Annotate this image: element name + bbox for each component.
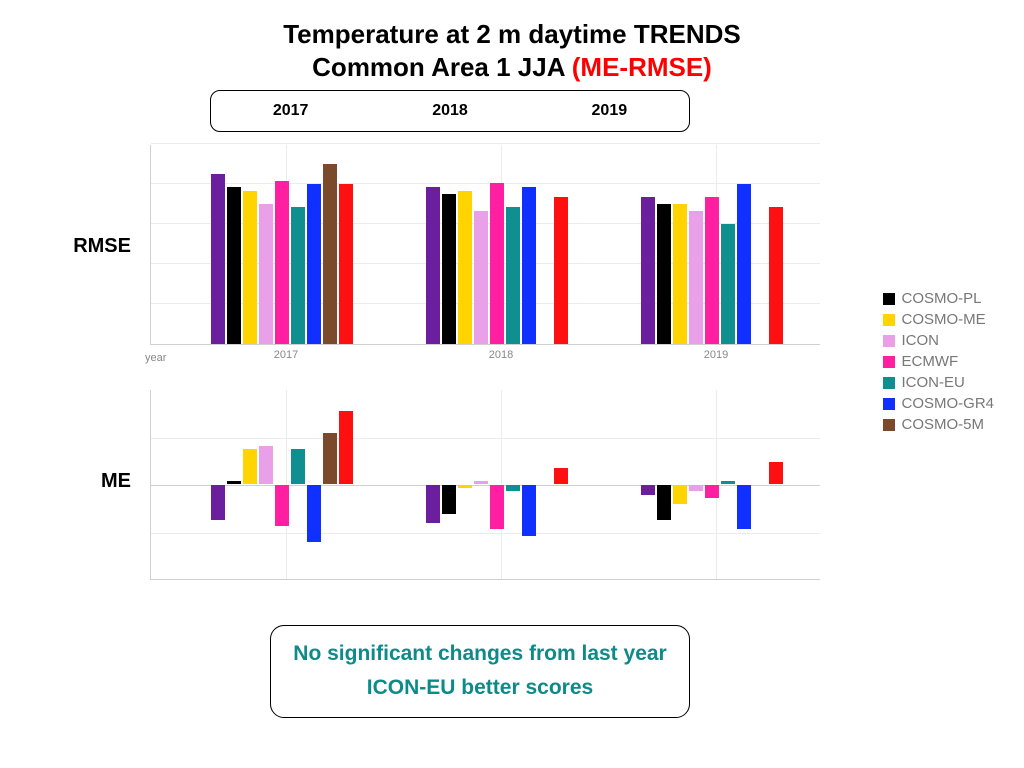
bar-ICON	[259, 446, 273, 484]
legend-item: ICON	[883, 332, 994, 349]
rmse-bar-group	[426, 183, 568, 344]
bar-COSMO-ME	[243, 191, 257, 344]
x-tick-label: 2018	[489, 349, 513, 361]
bar-COSMO-GR4	[522, 187, 536, 344]
legend-item: COSMO-5M	[883, 416, 994, 433]
year-2019: 2019	[592, 102, 628, 120]
bar-ECMWF	[490, 183, 504, 344]
bar-COSMO-5M	[339, 184, 353, 344]
legend-swatch	[883, 398, 895, 410]
bar-ICON-EU	[506, 485, 520, 491]
legend-item: COSMO-ME	[883, 311, 994, 328]
x-tick-label: 2019	[704, 349, 728, 361]
legend-item: ICON-EU	[883, 374, 994, 391]
legend-label: ECMWF	[901, 353, 958, 370]
x-tick-label: 2017	[274, 349, 298, 361]
bar-COSMO-ME	[458, 485, 472, 488]
bar-ICON-EU	[291, 207, 305, 344]
bar-COSMO-ME	[458, 191, 472, 344]
bar-ICON	[259, 204, 273, 344]
bar-COSMO-ME	[673, 485, 687, 504]
bar-ICON-EU	[721, 481, 735, 484]
rmse-bar-group	[641, 184, 783, 344]
bar-ICON-EU	[721, 224, 735, 344]
bar-COSMO-ME	[243, 449, 257, 484]
bar-COSMO-ME	[442, 194, 456, 344]
bar-COSMO-5M	[769, 207, 783, 344]
bar-COSMO-ME	[442, 485, 456, 514]
year-2017: 2017	[273, 102, 309, 120]
bar-COSMO-ME	[227, 481, 241, 484]
bar-ICON-EU	[291, 449, 305, 484]
bar-ECMWF	[705, 197, 719, 344]
x-axis-title: year	[145, 352, 166, 364]
note-line2: ICON-EU better scores	[289, 674, 671, 702]
legend-label: ICON-EU	[901, 374, 964, 391]
bar-COSMO-PL	[641, 197, 655, 344]
note-line1: No significant changes from last year	[289, 640, 671, 668]
chart-title: Temperature at 2 m daytime TRENDS Common…	[0, 0, 1024, 83]
bar-COSMO-PL	[641, 485, 655, 495]
chart-area: 2017 2018 2019 RMSE 201720182019 year ME	[150, 120, 820, 580]
bar-COSMO-ME	[673, 204, 687, 344]
legend-swatch	[883, 335, 895, 347]
bar-COSMO-ME	[657, 204, 671, 344]
bar-COSMO-GR4	[307, 485, 321, 542]
bar-COSMO-PL	[211, 485, 225, 520]
legend-swatch	[883, 314, 895, 326]
bar-ICON	[689, 485, 703, 491]
me-panel: ME	[150, 390, 820, 580]
bar-COSMO-5M	[554, 197, 568, 344]
legend-swatch	[883, 293, 895, 305]
summary-note: No significant changes from last year IC…	[270, 625, 690, 718]
bar-COSMO-PL	[211, 174, 225, 344]
bar-COSMO-GR4	[737, 485, 751, 529]
bar-COSMO-5M	[554, 468, 568, 484]
bar-COSMO-ME	[227, 187, 241, 344]
legend-item: ECMWF	[883, 353, 994, 370]
bar-COSMO-5M	[323, 433, 337, 484]
me-axis-label: ME	[41, 470, 131, 493]
legend-swatch	[883, 419, 895, 431]
legend-label: COSMO-GR4	[901, 395, 994, 412]
bar-ECMWF	[490, 485, 504, 529]
bar-ECMWF	[275, 181, 289, 344]
bar-COSMO-GR4	[522, 485, 536, 536]
bar-ICON	[474, 211, 488, 344]
bar-COSMO-5M	[769, 462, 783, 484]
legend-label: ICON	[901, 332, 939, 349]
bar-ECMWF	[705, 485, 719, 498]
rmse-panel: RMSE 201720182019	[150, 145, 820, 345]
bar-COSMO-5M	[323, 164, 337, 344]
bar-ECMWF	[275, 485, 289, 526]
legend-swatch	[883, 377, 895, 389]
gridline	[151, 533, 820, 534]
gridline	[151, 143, 820, 144]
year-labels-box: 2017 2018 2019	[210, 90, 690, 132]
bar-COSMO-ME	[657, 485, 671, 520]
title-line1: Temperature at 2 m daytime TRENDS	[0, 18, 1024, 51]
bar-ICON	[474, 481, 488, 484]
bar-ICON	[689, 211, 703, 344]
legend-item: COSMO-PL	[883, 290, 994, 307]
zero-line	[151, 485, 820, 486]
legend-label: COSMO-5M	[901, 416, 984, 433]
bar-COSMO-PL	[426, 187, 440, 344]
legend-label: COSMO-PL	[901, 290, 981, 307]
year-2018: 2018	[432, 102, 468, 120]
legend-swatch	[883, 356, 895, 368]
bar-COSMO-PL	[426, 485, 440, 523]
gridline	[151, 438, 820, 439]
bar-COSMO-5M	[339, 411, 353, 484]
legend: COSMO-PL COSMO-ME ICON ECMWF ICON-EU COSMO-GR…	[883, 290, 994, 437]
rmse-bar-group	[211, 164, 353, 344]
rmse-axis-label: RMSE	[41, 235, 131, 258]
legend-item: COSMO-GR4	[883, 395, 994, 412]
legend-label: COSMO-ME	[901, 311, 985, 328]
bar-ICON-EU	[506, 207, 520, 344]
bar-COSMO-GR4	[307, 184, 321, 344]
bar-COSMO-GR4	[737, 184, 751, 344]
title-line2: Common Area 1 JJA (ME-RMSE)	[0, 51, 1024, 84]
